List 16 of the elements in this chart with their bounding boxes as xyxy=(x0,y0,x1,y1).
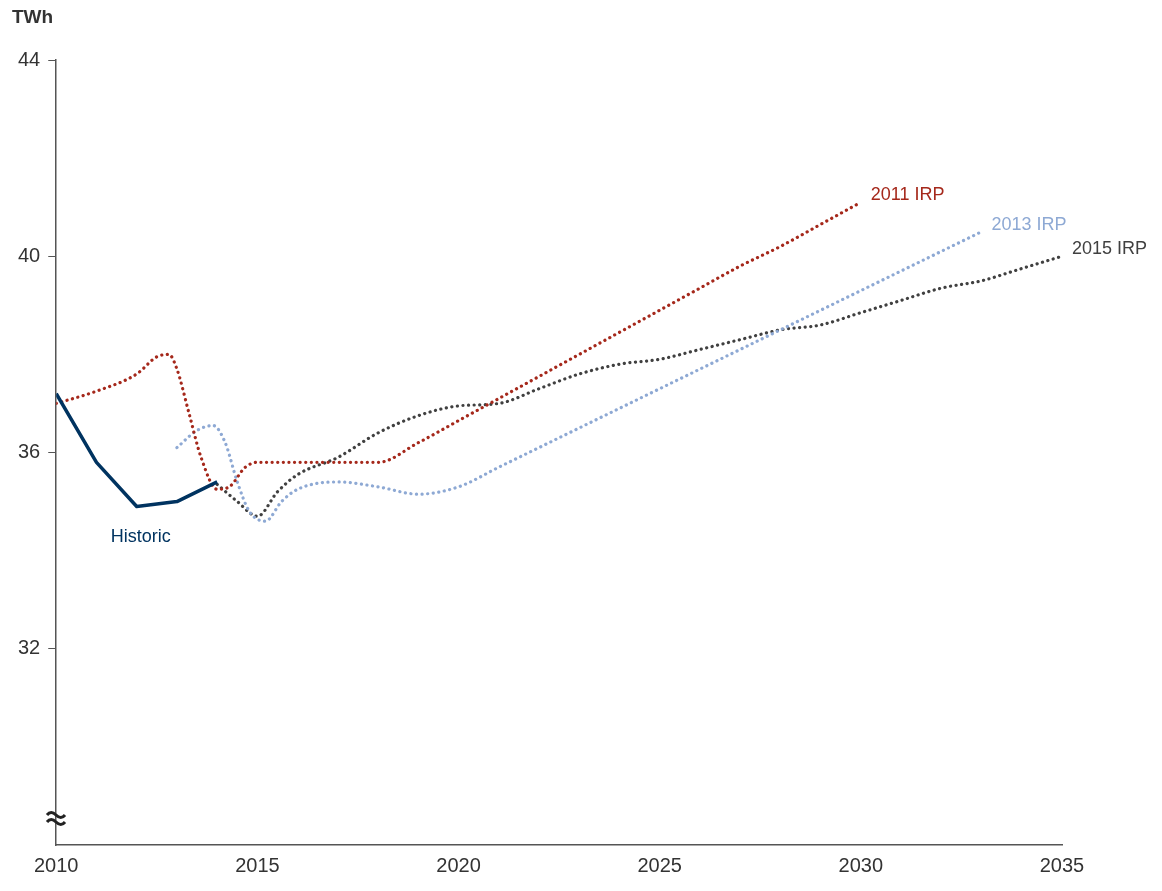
x-tick-label: 2010 xyxy=(34,853,79,876)
x-tick-label: 2035 xyxy=(1039,853,1085,876)
y-tick-label: 32 xyxy=(18,636,41,659)
series-label: Historic xyxy=(110,526,171,547)
x-tick-label: 2015 xyxy=(235,853,280,876)
series-label: 2011 IRP xyxy=(870,184,945,205)
y-tick-label: 40 xyxy=(18,243,41,266)
x-tick-label: 2030 xyxy=(838,853,884,876)
series-label: 2013 IRP xyxy=(991,213,1067,234)
line-series xyxy=(215,254,1062,518)
y-tick-label: 44 xyxy=(18,47,41,70)
x-tick-label: 2025 xyxy=(637,853,682,876)
series-label: 2015 IRP xyxy=(1072,238,1148,259)
y-tick-label: 36 xyxy=(18,440,41,463)
y-axis-title: TWh xyxy=(12,5,54,27)
x-tick-label: 2020 xyxy=(436,853,481,876)
